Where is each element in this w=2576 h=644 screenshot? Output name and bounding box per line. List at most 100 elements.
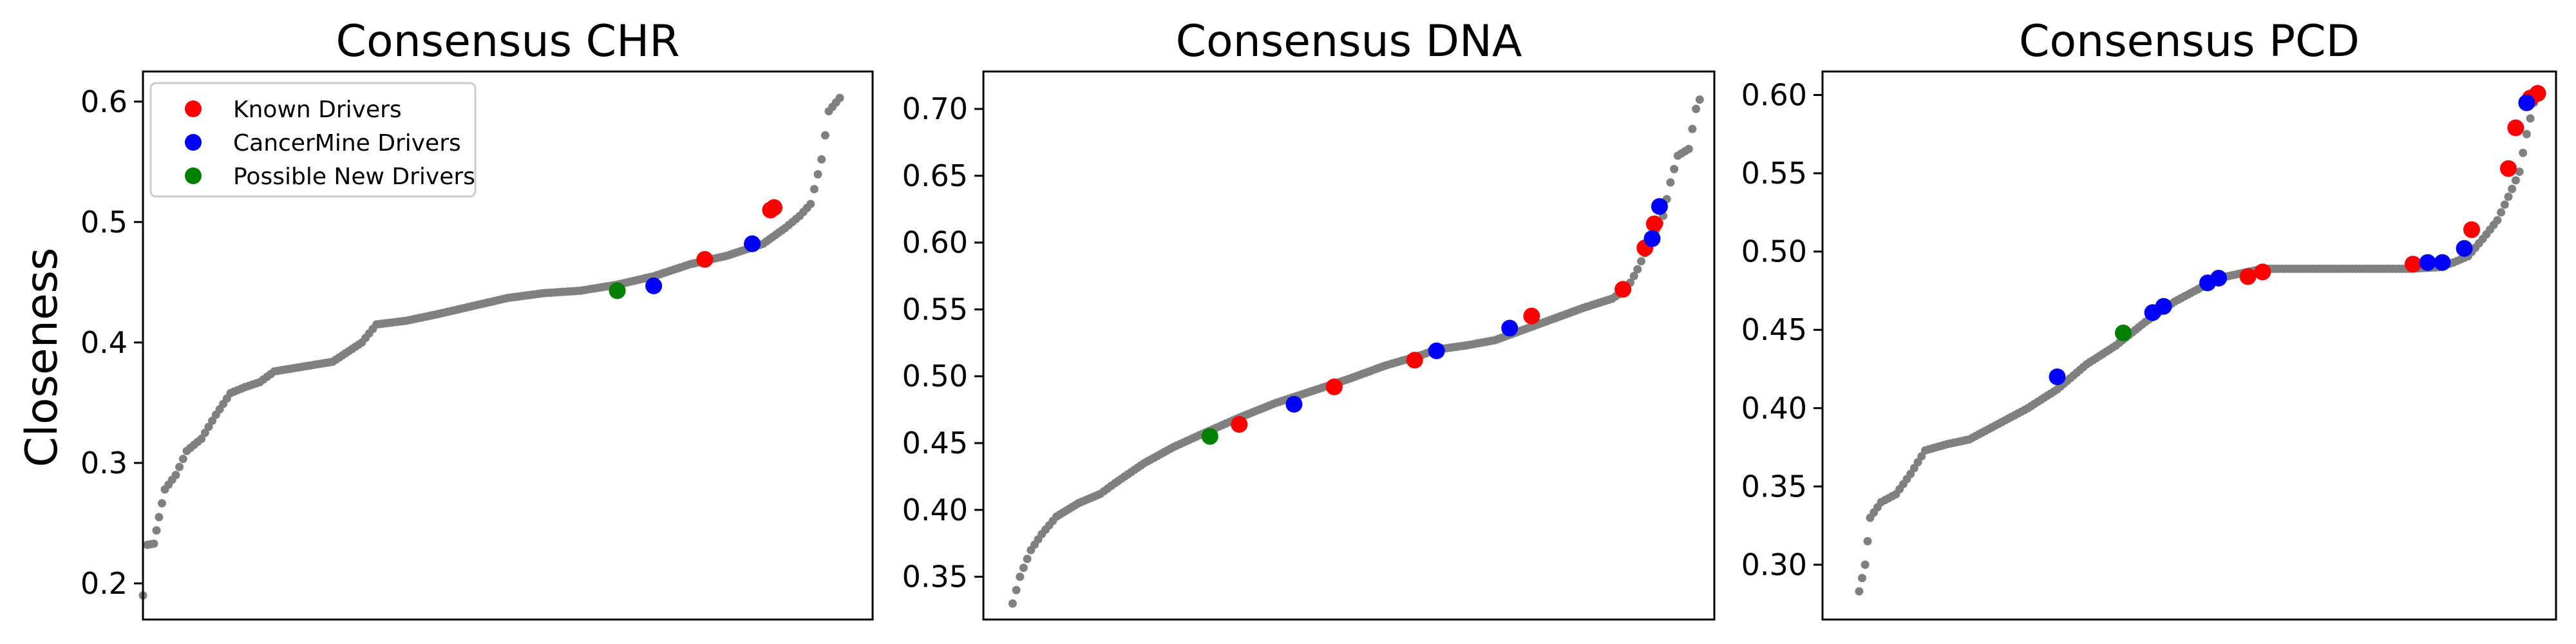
legend-entry: Known Drivers [233,97,402,123]
driver-point-known [2500,160,2517,177]
driver-point-cancermine [744,235,761,252]
axes-frame [142,70,874,621]
y-tick-label: 0.50 [1741,234,1807,269]
driver-point-known [2507,119,2524,137]
y-tick-label: 0.6 [80,84,128,119]
series-background-genes [1855,89,2546,596]
data-point [2500,200,2509,209]
data-point [1855,587,1864,596]
y-tick-label: 0.60 [902,225,968,260]
driver-point-cancermine [2518,94,2535,111]
y-tick-label: 0.50 [902,359,968,393]
figure-ylabel: Closeness [17,247,68,467]
data-point [1688,124,1697,133]
data-point [817,155,826,164]
series-possible-new [1201,428,1218,445]
driver-point-known [1523,307,1540,325]
chart-panel-1: Consensus CHR 0.2 0.3 0.4 0.5 0.6 [80,16,874,621]
data-point [2519,148,2528,157]
data-point [155,513,164,522]
series-known [696,199,782,268]
y-tick-label: 0.45 [1741,312,1807,347]
panels: Consensus CHR 0.2 0.3 0.4 0.5 0.6 Consensus DN… [80,16,2557,621]
y-tick-label: 0.55 [1741,156,1807,191]
data-point [152,526,161,535]
y-tick-label: 0.60 [1741,77,1807,112]
data-point [2522,129,2531,138]
data-point [1016,573,1025,582]
data-point [1858,574,1866,583]
y-tick-label: 0.35 [1741,469,1807,504]
driver-point-cancermine [2210,269,2228,287]
series-cancermine [2049,94,2535,386]
series-background-genes [1008,95,1704,608]
driver-point-cancermine [1501,319,1519,337]
data-point [1637,257,1645,266]
data-point [1008,599,1017,608]
driver-point-cancermine [1428,342,1445,359]
data-point [2504,193,2513,201]
axes-frame [982,70,1716,621]
y-tick-label: 0.4 [80,325,128,360]
driver-point-possible-new [2115,325,2132,341]
y-tick-label: 0.2 [80,566,128,601]
data-point [178,455,187,464]
chart-panel-3: Consensus PCD 0.30 0.35 0.40 0.45 0.50 0.55 0.6… [1741,16,2557,621]
data-point [2497,208,2506,217]
y-tick-label: 0.40 [902,493,968,527]
driver-point-known [1615,281,1632,298]
data-point [820,131,829,140]
y-tick-label: 0.3 [80,446,128,480]
data-point [175,462,184,471]
driver-point-known [2404,256,2421,273]
data-point [1012,585,1021,594]
driver-point-cancermine [2049,368,2066,386]
driver-point-cancermine [2155,298,2172,315]
driver-point-known [2254,263,2271,281]
legend-entry: CancerMine Drivers [233,130,461,156]
y-tick-label: 0.35 [902,560,968,594]
data-point [1023,554,1032,564]
data-point [171,471,180,480]
legend-marker [185,100,202,117]
driver-point-known [696,251,714,268]
data-point [1629,272,1638,281]
y-tick-label: 0.70 [902,91,968,126]
driver-point-cancermine [1651,198,1668,215]
data-point [2511,176,2520,185]
legend-entry: Possible New Drivers [233,164,475,190]
driver-point-known [1406,352,1423,369]
data-point [149,539,158,548]
driver-point-cancermine [2419,254,2436,271]
chart-title: Consensus PCD [2019,16,2360,67]
chart-title: Consensus CHR [336,16,680,67]
driver-point-cancermine [1643,230,1661,247]
data-point [1019,564,1028,573]
data-point [1695,95,1704,104]
data-point [2508,184,2517,193]
axes-frame [1821,70,2557,621]
data-point [2493,216,2502,225]
driver-point-known [766,199,782,216]
legend-marker [185,167,202,184]
data-point [1633,265,1642,274]
data-point [200,428,209,437]
driver-point-known [2239,268,2257,285]
data-point [1861,560,1870,569]
data-point [2515,167,2524,176]
driver-point-cancermine [2456,240,2473,257]
data-point [1863,536,1872,545]
data-point [2526,114,2535,123]
series-possible-new [609,282,626,299]
series-possible-new [2115,325,2132,341]
data-point [1666,178,1675,187]
data-point [1684,144,1693,153]
series-known [2239,85,2546,285]
driver-point-cancermine [645,277,663,294]
y-tick-label: 0.40 [1741,391,1807,426]
data-point [158,499,166,507]
driver-point-cancermine [1285,395,1303,413]
y-tick-label: 0.30 [1741,547,1807,582]
driver-point-possible-new [609,282,626,299]
